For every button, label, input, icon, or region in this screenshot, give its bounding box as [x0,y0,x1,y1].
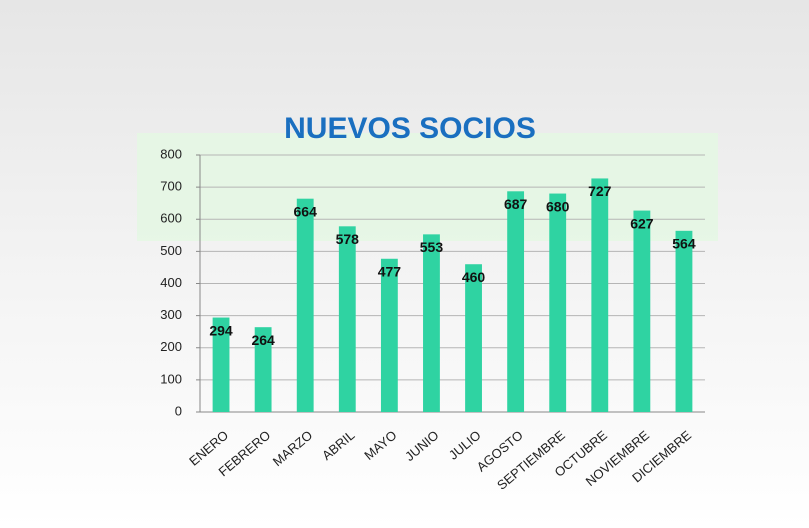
bar [423,234,440,412]
bar [549,193,567,412]
bar [296,198,314,412]
bar [633,210,651,412]
y-tick-label: 500 [160,243,182,258]
data-label: 553 [420,239,444,255]
bar [212,317,230,412]
bar [380,258,398,412]
data-label: 687 [504,196,528,212]
data-label: 564 [672,236,696,252]
data-label: 477 [378,263,402,279]
data-label: 680 [546,198,570,214]
data-label: 578 [336,231,360,247]
bar [254,327,272,412]
bar [591,178,609,412]
data-label: 727 [588,183,612,199]
bar [675,230,693,412]
y-tick-label: 100 [160,371,182,386]
y-tick-label: 300 [160,307,182,322]
data-label: 294 [209,322,233,338]
y-tick-label: 700 [160,179,182,194]
bar [465,264,482,412]
y-tick-label: 200 [160,339,182,354]
y-tick-label: 800 [160,146,182,161]
y-tick-label: 0 [175,403,182,418]
bar [338,226,356,412]
data-label: 627 [630,215,654,231]
bar [507,191,525,412]
y-tick-label: 600 [160,211,182,226]
data-label: 460 [462,269,486,285]
data-label: 664 [294,203,318,219]
chart-title: NUEVOS SOCIOS [284,112,536,145]
data-label: 264 [251,332,275,348]
y-tick-label: 400 [160,275,182,290]
